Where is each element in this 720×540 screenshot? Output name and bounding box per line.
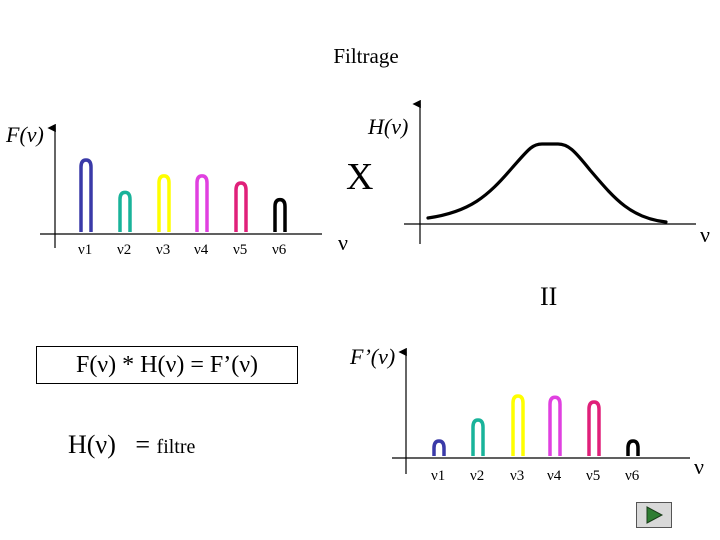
play-icon [646,506,664,524]
filter-x-label: ν [700,222,710,247]
output-peak-label-5: ν5 [586,468,601,484]
input-peak-label-6: ν6 [272,242,287,258]
convolution-equation: F(ν) * H(ν) = F’(ν) [36,346,298,384]
input-peak-5 [234,181,248,232]
filter-axes [404,99,696,244]
filter-definition-lhs: H(ν) [68,430,116,459]
equals-operator: II [540,282,558,311]
filter-curve [426,142,668,224]
filter-definition: H(ν) = filtre [68,430,195,460]
times-operator: X [346,156,374,198]
input-y-label: F(ν) [6,122,44,147]
output-peak-label-1: ν1 [431,468,446,484]
output-axes [392,347,690,474]
output-peak-1 [432,439,446,456]
output-peak-label-4: ν4 [547,468,562,484]
output-peak-4 [548,395,562,456]
input-x-label: ν [338,230,348,255]
output-peak-3 [511,394,525,456]
input-peak-label-3: ν3 [156,242,171,258]
input-axes [40,123,322,248]
input-peak-label-4: ν4 [194,242,209,258]
input-peak-label-1: ν1 [78,242,93,258]
input-peak-6 [273,197,287,232]
page-title: Filtrage [333,44,399,68]
output-peak-label-3: ν3 [510,468,525,484]
filter-definition-rhs: filtre [156,436,196,458]
output-peak-6 [626,439,640,456]
filter-definition-eq: = [135,430,151,459]
output-peak-label-6: ν6 [625,468,640,484]
output-peak-5 [587,400,601,456]
input-peak-1 [79,158,93,232]
play-button[interactable] [636,502,672,528]
output-peak-2 [471,418,485,456]
output-y-label: F’(ν) [350,344,396,369]
input-peaks [79,158,287,232]
input-peak-3 [157,174,171,232]
input-peak-label-2: ν2 [117,242,132,258]
input-peak-4 [195,174,209,232]
filter-y-label: H(ν) [368,114,409,139]
output-peak-label-2: ν2 [470,468,485,484]
output-x-label: ν [694,454,704,479]
output-peaks [432,394,640,456]
input-peak-label-5: ν5 [233,242,248,258]
input-peak-2 [118,190,132,232]
